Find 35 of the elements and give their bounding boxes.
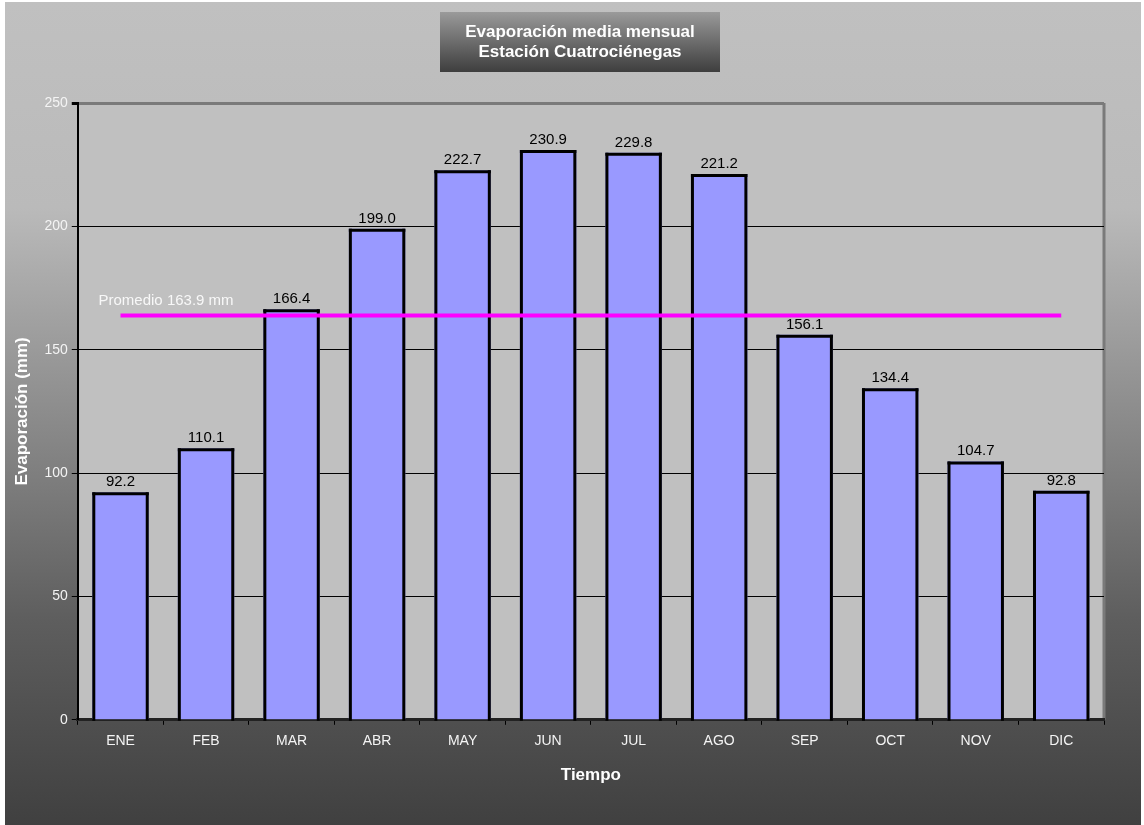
y-axis-title: Evaporación (mm) [11, 337, 31, 486]
x-tick-label: MAR [276, 732, 308, 749]
data-label: 230.9 [529, 130, 567, 148]
x-tick-label: JUL [621, 732, 647, 749]
chart-subtitle: Estación Cuatrociénegas [477, 42, 683, 62]
bar [434, 170, 491, 720]
data-label: 229.8 [614, 132, 653, 150]
ref-line-label: Promedio 163.9 mm [98, 291, 234, 309]
data-label: 156.1 [785, 314, 824, 332]
data-label: 110.1 [187, 428, 225, 446]
x-tick-label: MAY [447, 732, 478, 749]
y-tick-label: 50 [52, 587, 68, 604]
y-tick-label: 200 [44, 217, 68, 234]
data-label: 134.4 [871, 368, 909, 386]
y-tick-label: 150 [44, 340, 68, 357]
y-tick-label: 0 [59, 710, 68, 727]
data-label: 222.7 [443, 150, 482, 168]
x-tick-label: ENE [106, 732, 135, 749]
x-tick-label: SEP [790, 732, 819, 749]
x-tick-label: DIC [1049, 732, 1074, 749]
x-tick-label: FEB [192, 732, 220, 749]
data-label: 92.2 [105, 472, 136, 490]
data-label: 104.7 [956, 441, 995, 459]
x-tick-label: ABR [362, 732, 392, 749]
x-tick-label: JUN [534, 732, 562, 749]
data-label: 92.8 [1046, 470, 1076, 488]
x-tick-label: AGO [703, 732, 735, 749]
data-label: 166.4 [272, 289, 311, 307]
x-axis-title: Tiempo [560, 765, 621, 785]
chart-title: Evaporación media mensual [464, 22, 696, 42]
x-tick-label: NOV [960, 732, 992, 749]
y-tick-label: 100 [44, 463, 68, 480]
x-tick-label: OCT [875, 732, 906, 749]
data-label: 199.0 [358, 208, 396, 226]
data-label: 221.2 [700, 154, 738, 172]
